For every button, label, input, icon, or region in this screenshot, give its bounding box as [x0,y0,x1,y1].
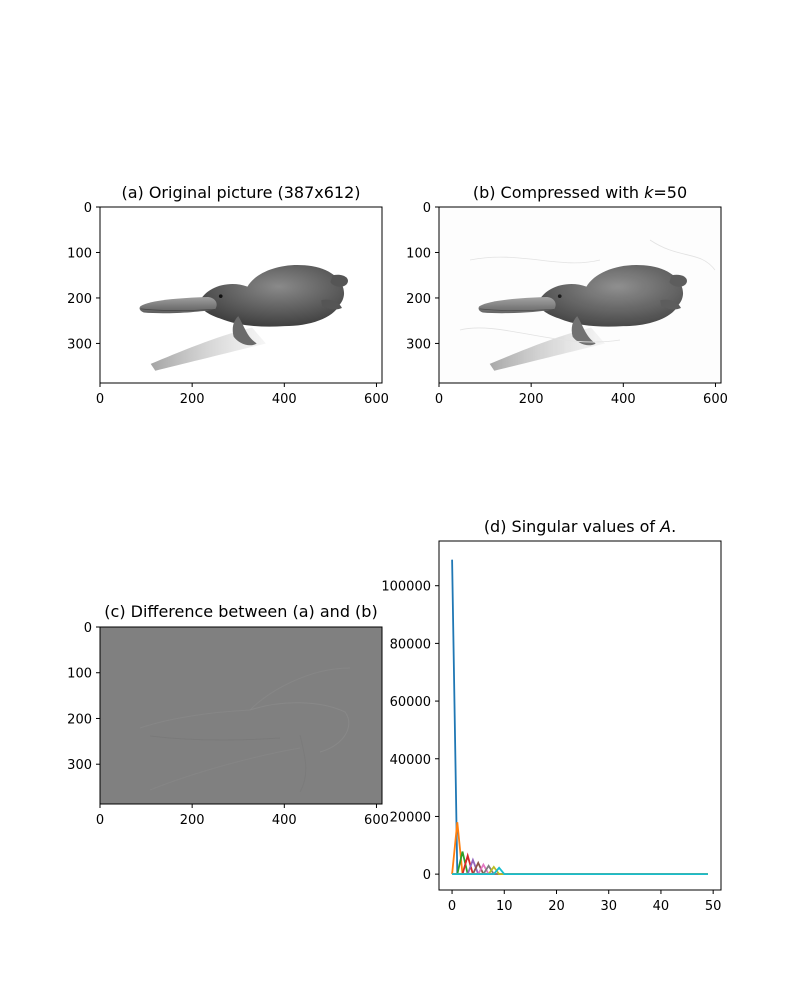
panel-b-title: (b) Compressed with k=50 [473,183,687,202]
x-tick-label: 0 [448,899,456,914]
x-tick-label: 400 [272,813,297,828]
x-tick-label: 10 [496,899,513,914]
panel-d-plot-bg [439,541,721,890]
y-tick-label: 0 [84,621,92,636]
panel-b-frame [438,206,722,384]
panel-c-image [100,627,382,804]
panel-d-title: (d) Singular values of A. [484,517,676,536]
x-tick-label: 200 [180,813,205,828]
y-tick-label: 100 [67,246,92,261]
panel-d-frame [438,540,722,891]
panel-d-lines [451,559,708,875]
x-tick-label: 0 [435,392,443,407]
panel-d: (d) Singular values of A. 0 10 20 30 40 50 0 20… [381,517,722,914]
y-tick-label: 80000 [390,637,431,652]
x-tick-label: 600 [703,392,728,407]
x-tick-label: 400 [272,392,297,407]
x-tick-label: 0 [96,392,104,407]
x-tick-label: 50 [705,899,722,914]
y-tick-label: 300 [67,337,92,352]
x-tick-label: 200 [519,392,544,407]
panel-c-title: (c) Difference between (a) and (b) [104,602,377,621]
panel-b-ticks: 0 200 400 600 0 100 200 300 [406,201,728,407]
y-tick-label: 20000 [390,810,431,825]
y-tick-label: 200 [67,292,92,307]
y-tick-label: 0 [423,868,431,883]
x-tick-label: 600 [364,392,389,407]
y-tick-label: 0 [84,201,92,216]
x-tick-label: 600 [364,813,389,828]
y-tick-label: 40000 [390,753,431,768]
y-tick-label: 200 [406,292,431,307]
x-tick-label: 0 [96,813,104,828]
y-tick-label: 100 [67,667,92,682]
panel-c-residual [139,667,351,793]
panel-d-ticks: 0 10 20 30 40 50 0 20000 40000 60000 80000 100000 [381,580,721,914]
y-tick-label: 300 [406,337,431,352]
panel-a-frame [99,206,383,384]
y-tick-label: 0 [423,201,431,216]
panel-a-title: (a) Original picture (387x612) [121,183,360,202]
panel-a-ticks: 0 200 400 600 0 100 200 300 [67,201,389,407]
panel-b-image [459,239,716,372]
y-tick-label: 100000 [381,580,431,595]
x-tick-label: 40 [653,899,670,914]
x-tick-label: 200 [180,392,205,407]
x-tick-label: 30 [600,899,617,914]
y-tick-label: 60000 [390,695,431,710]
x-tick-label: 400 [611,392,636,407]
x-tick-label: 20 [548,899,565,914]
panel-b: (b) Compressed with k=50 0 200 400 600 0 100 2… [406,183,728,407]
panel-a: (a) Original picture (387x612) 0 200 400 60… [67,183,389,407]
panel-c-ticks: 0 200 400 600 0 100 200 300 [67,621,389,828]
panel-c-frame [99,626,383,805]
panel-c: (c) Difference between (a) and (b) 0 200 4… [67,602,389,828]
y-tick-label: 200 [67,712,92,727]
y-tick-label: 100 [406,246,431,261]
singular-value-series [452,866,708,875]
y-tick-label: 300 [67,758,92,773]
